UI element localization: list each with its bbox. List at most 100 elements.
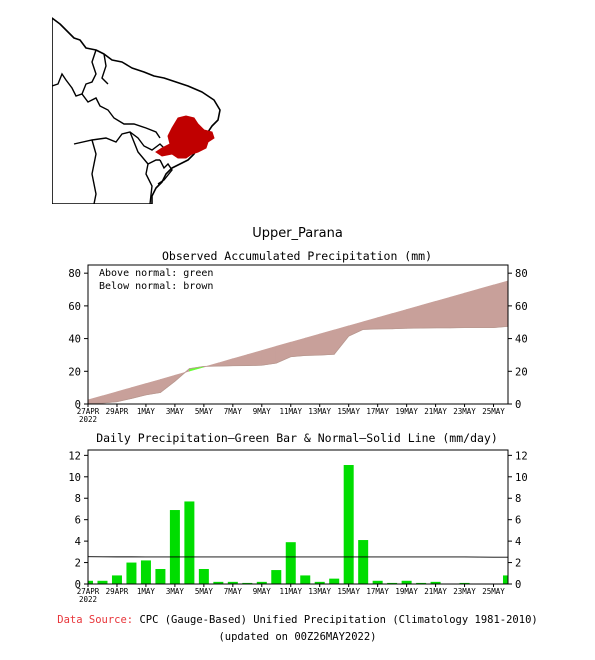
- x-tick-label: 25MAY: [482, 587, 505, 596]
- legend-below-normal: Below normal: brown: [99, 281, 213, 292]
- y-tick-label-left: 0: [75, 579, 81, 591]
- y-tick-label-right: 80: [515, 268, 528, 280]
- x-year-label: 2022: [79, 415, 97, 424]
- y-tick-label-left: 4: [75, 536, 81, 548]
- deficit-area-segment: [333, 325, 349, 356]
- deficit-area-segment: [116, 387, 132, 403]
- x-tick-label: 13MAY: [308, 587, 331, 596]
- y-tick-label-left: 12: [68, 450, 81, 462]
- chart-title: Daily Precipitation—Green Bar & Normal—S…: [96, 431, 498, 445]
- deficit-area-segment: [406, 304, 422, 329]
- daily-precip-bar: [111, 575, 122, 584]
- daily-precip-bar: [140, 560, 151, 584]
- deficit-area-segment: [102, 391, 118, 404]
- deficit-area-segment: [131, 383, 147, 399]
- deficit-area-segment: [493, 280, 509, 328]
- y-tick-label-left: 80: [68, 268, 81, 280]
- border-line: [81, 49, 97, 95]
- y-tick-label-right: 8: [515, 493, 521, 505]
- x-tick-label: 21MAY: [424, 587, 447, 596]
- y-tick-label-right: 10: [515, 472, 528, 484]
- border-line: [147, 159, 160, 165]
- south-america-locator-map: [52, 17, 221, 204]
- y-tick-label-right: 4: [515, 536, 521, 548]
- normal-series-line: [87, 556, 508, 558]
- daily-precip-bar: [271, 570, 282, 584]
- data-source-text: CPC (Gauge-Based) Unified Precipitation …: [139, 614, 538, 626]
- observed-series-line: [87, 325, 509, 404]
- deficit-area-segment: [261, 345, 277, 366]
- data-source-line: Data Source: CPC (Gauge-Based) Unified P…: [0, 614, 595, 626]
- daily-precip-bar: [329, 578, 340, 584]
- daily-precipitation-chart: Daily Precipitation—Green Bar & Normal—S…: [68, 431, 527, 604]
- deficit-area-segment: [87, 395, 103, 404]
- daily-bars-layer: [88, 465, 508, 584]
- deficit-area-segment: [218, 358, 234, 367]
- daily-precip-bar: [88, 580, 93, 584]
- x-tick-label: 19MAY: [395, 587, 418, 596]
- daily-precip-bar: [343, 465, 354, 584]
- x-tick-label: 11MAY: [279, 587, 302, 596]
- deficit-area-layer: [87, 280, 509, 404]
- daily-axes: 0 0 2 2 4 4 6 6 8 8 10 10 12 12 27APR 29APR 1MAY 3MAY 5MAY…: [68, 449, 528, 604]
- daily-precip-bar: [213, 581, 224, 584]
- x-tick-label: 15MAY: [337, 407, 360, 416]
- daily-precip-bar: [416, 582, 427, 584]
- y-tick-label-left: 40: [68, 334, 81, 346]
- y-tick-label-left: 2: [75, 558, 81, 570]
- deficit-area-segment: [420, 300, 436, 329]
- x-tick-label: 29APR: [106, 587, 129, 596]
- daily-precip-bar: [503, 575, 508, 584]
- deficit-area-segment: [160, 374, 176, 394]
- x-tick-label: 23MAY: [453, 587, 476, 596]
- daily-precip-bar: [227, 581, 238, 584]
- deficit-area-segment: [391, 309, 407, 330]
- x-year-label: 2022: [79, 595, 97, 604]
- daily-precip-bar: [459, 582, 470, 584]
- normal-line-layer: [87, 556, 508, 558]
- daily-precip-bar: [184, 501, 195, 584]
- x-tick-label: 3MAY: [166, 587, 185, 596]
- observed-line-layer: [87, 325, 509, 404]
- x-tick-label: 9MAY: [253, 587, 272, 596]
- border-line: [52, 72, 161, 139]
- x-tick-label: 29APR: [106, 407, 129, 416]
- deficit-area-segment: [247, 350, 263, 366]
- x-tick-label: 5MAY: [195, 587, 214, 596]
- daily-precip-bar: [314, 581, 325, 584]
- x-tick-label: 25MAY: [482, 407, 505, 416]
- plot-frame: [87, 264, 509, 405]
- x-tick-label: 27APR: [77, 587, 100, 596]
- border-line: [157, 159, 173, 185]
- daily-precip-bar: [242, 582, 253, 584]
- daily-precip-bar: [155, 568, 166, 584]
- x-tick-label: 7MAY: [224, 587, 243, 596]
- deficit-area-segment: [232, 354, 248, 367]
- border-line: [91, 139, 97, 204]
- chart-title: Observed Accumulated Precipitation (mm): [162, 249, 432, 263]
- deficit-area-segment: [362, 317, 378, 330]
- y-tick-label-left: 20: [68, 366, 81, 378]
- x-tick-label: 1MAY: [137, 407, 156, 416]
- data-source-label: Data Source:: [57, 614, 134, 626]
- y-tick-label-right: 2: [515, 558, 521, 570]
- y-tick-label-right: 0: [515, 399, 521, 411]
- daily-precip-bar: [285, 542, 296, 584]
- y-tick-label-left: 10: [68, 472, 81, 484]
- y-tick-label-right: 6: [515, 515, 521, 527]
- x-tick-label: 21MAY: [424, 407, 447, 416]
- deficit-area-segment: [449, 292, 465, 329]
- daily-precip-bar: [358, 540, 369, 584]
- x-tick-label: 9MAY: [253, 407, 272, 416]
- accumulated-precipitation-chart: Observed Accumulated Precipitation (mm) …: [68, 249, 527, 424]
- y-tick-label-right: 40: [515, 334, 528, 346]
- x-tick-label: 17MAY: [366, 407, 389, 416]
- x-tick-label: 15MAY: [337, 587, 360, 596]
- daily-precip-bar: [169, 510, 180, 584]
- daily-precip-bar: [372, 580, 383, 584]
- deficit-area-segment: [348, 321, 364, 337]
- daily-precip-bar: [430, 581, 441, 584]
- daily-precip-bar: [401, 580, 412, 584]
- x-tick-label: 19MAY: [395, 407, 418, 416]
